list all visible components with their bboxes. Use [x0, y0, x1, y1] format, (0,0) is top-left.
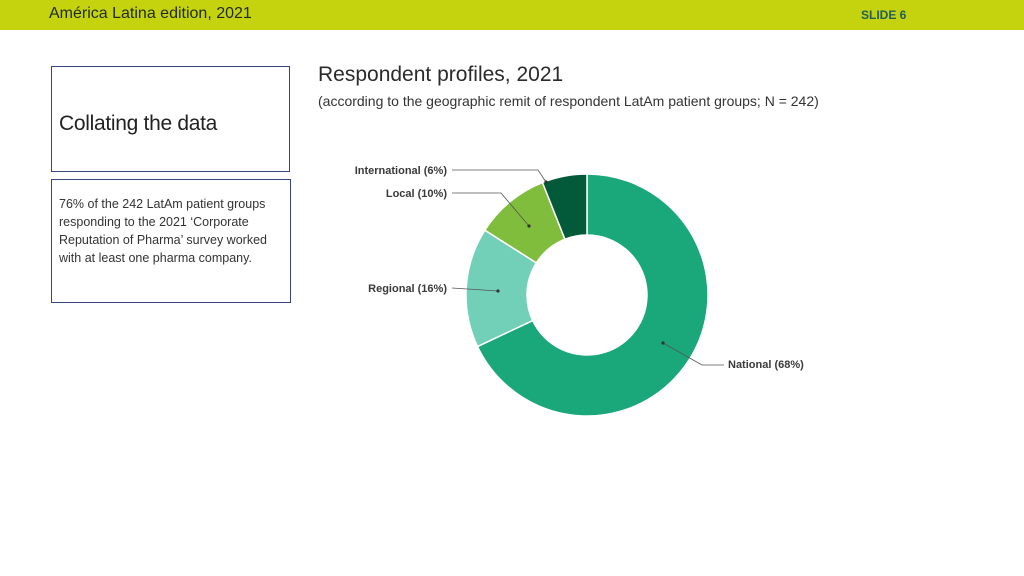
slice-national	[476, 173, 709, 417]
summary-note-box: 76% of the 242 LatAm patient groups resp…	[51, 179, 291, 303]
slice-international	[541, 173, 588, 241]
donut-slices	[465, 173, 709, 417]
slide-number-label: SLIDE 6	[861, 8, 907, 22]
slide-header-title: América Latina edition, 2021	[49, 5, 252, 22]
leader-line-local	[452, 192, 530, 227]
leader-line-national	[662, 342, 724, 366]
header-bar	[0, 0, 1024, 30]
leader-lines	[451, 169, 724, 366]
leader-dot-local	[527, 224, 531, 228]
label-regional: Regional (16%)	[368, 283, 447, 295]
leader-dot-regional	[496, 289, 500, 293]
leader-line-international	[452, 169, 547, 183]
chart-title: Respondent profiles, 2021	[318, 63, 564, 86]
leader-line-regional	[451, 287, 499, 292]
chart-subtitle: (according to the geographic remit of re…	[318, 93, 819, 109]
label-national: National (68%)	[728, 359, 804, 371]
leader-dot-international	[544, 180, 548, 184]
label-international: International (6%)	[355, 165, 448, 177]
leader-dot-national	[661, 341, 665, 345]
label-local: Local (10%)	[386, 188, 447, 200]
summary-note-text: 76% of the 242 LatAm patient groups resp…	[59, 197, 267, 265]
section-title-box: Collating the data	[51, 66, 290, 172]
section-title: Collating the data	[59, 112, 218, 135]
